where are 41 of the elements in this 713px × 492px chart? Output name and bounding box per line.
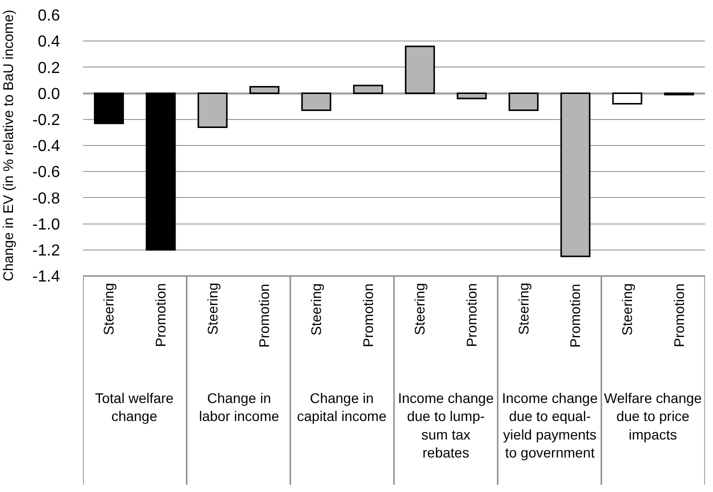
- bar: [560, 92, 590, 258]
- y-tick-label: -0.8: [32, 190, 60, 208]
- x-tick-label: Promotion: [670, 283, 687, 348]
- bar: [353, 84, 384, 94]
- x-tick-label: Steering: [412, 282, 428, 336]
- y-tick-label: 0.2: [38, 60, 60, 77]
- y-tick-label: -0.2: [32, 112, 60, 129]
- x-tick-label: Promotion: [567, 284, 584, 348]
- y-tick-label: -0.4: [32, 138, 60, 156]
- x-tick-label: Promotion: [360, 283, 376, 348]
- y-tick-label: 0.6: [38, 8, 60, 25]
- y-tick-label: -1.4: [32, 268, 60, 286]
- x-tick-label: Promotion: [152, 283, 169, 347]
- x-tick-label: Promotion: [464, 283, 480, 347]
- x-tick-label: Steering: [204, 282, 220, 335]
- y-tick-label: -1.2: [32, 242, 60, 260]
- bar: [508, 92, 539, 112]
- bar: [94, 92, 124, 124]
- bar: [146, 92, 176, 251]
- y-tick-label: 0.4: [38, 34, 60, 51]
- x-tick-label: Promotion: [256, 284, 272, 348]
- text: Change in capital income: [297, 390, 387, 424]
- y-tick-label: -0.6: [32, 164, 60, 182]
- y-tick-label: 0.0: [38, 86, 60, 103]
- x-tick-label: Steering: [100, 282, 117, 336]
- text: Change in labor income: [199, 390, 280, 424]
- y-tick-label: -1.0: [32, 216, 60, 234]
- bar: [612, 92, 642, 104]
- text: Total welfare change: [95, 390, 174, 424]
- bar: [198, 92, 228, 128]
- text: Welfare change due to price impacts: [604, 390, 702, 442]
- bar: [249, 86, 280, 94]
- text: Income change due to equal-yield payments to government: [502, 390, 598, 461]
- x-tick-label: Steering: [308, 283, 324, 336]
- text: Income change due to lump-sum tax rebates: [398, 390, 494, 461]
- x-tick-label: Steering: [619, 283, 636, 336]
- y-axis-title: Change in EV (in % relative to BaU income): [0, 10, 16, 282]
- bar: [456, 92, 487, 100]
- bar: [404, 46, 435, 94]
- x-tick-label: Steering: [515, 282, 532, 335]
- bar: [301, 92, 332, 112]
